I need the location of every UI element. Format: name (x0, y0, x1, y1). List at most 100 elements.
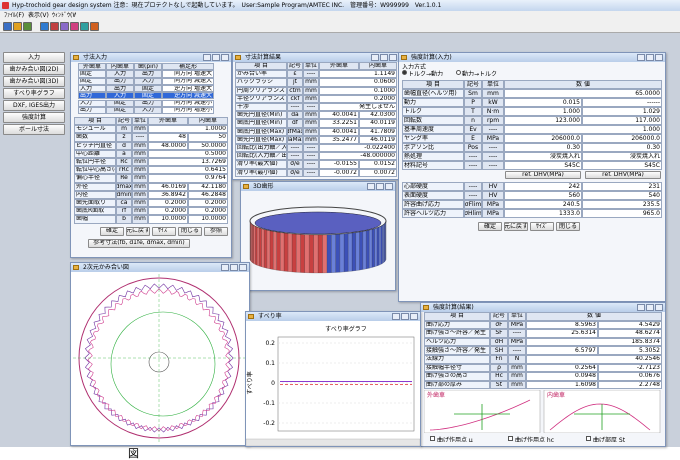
radio-label[interactable]: 動力→トルク (462, 71, 498, 76)
y-tick-label: 0.2 (265, 340, 275, 347)
window-control[interactable] (646, 304, 654, 311)
window-control[interactable] (389, 54, 397, 61)
table-cell: P (464, 98, 482, 107)
window-control[interactable] (385, 183, 393, 190)
ref-button[interactable]: ref. DHV(MPa) (505, 171, 581, 179)
button[interactable]: 参照 (204, 226, 228, 236)
table-cell: MPa (482, 200, 504, 209)
table-cell: ε (287, 70, 303, 79)
y-axis-label: すべり率 (246, 371, 254, 395)
table-cell: 接触幅半径寸 (424, 363, 490, 373)
window-control[interactable] (392, 313, 400, 320)
sidebar-button[interactable]: DXF, IGES出力 (3, 100, 65, 111)
menu-item[interactable]: ｳｨﾝﾄﾞｳ(W) (52, 12, 76, 19)
checkbox[interactable] (430, 436, 435, 441)
table-cell: ---- (303, 144, 319, 153)
table-cell: ---- (482, 143, 504, 152)
scrollbar (246, 438, 420, 446)
table-cell: Fn (490, 355, 508, 364)
window-control[interactable] (239, 264, 247, 271)
table-cell: 123.000 (504, 116, 582, 125)
radio-label[interactable]: トルク→動力 (408, 71, 444, 76)
checkbox[interactable] (508, 436, 513, 441)
table-cell: 外径 (74, 182, 116, 191)
table-cell: ------ (582, 98, 662, 107)
sidebar-button[interactable]: 歯かみ合い図(2D) (3, 64, 65, 75)
checkbox-label[interactable]: 曲げ作用点 hc (515, 437, 555, 442)
ring-tooth (304, 234, 310, 273)
table-cell: ---- (303, 103, 319, 112)
reference-button[interactable]: 参考寸法(fb, d1fe, dmax, dmin) (88, 238, 190, 248)
toolbar-button[interactable] (90, 22, 99, 31)
table-cell: ---- (464, 161, 482, 170)
button[interactable]: 確定 (478, 222, 502, 231)
table-cell: Sm (464, 89, 482, 98)
sidebar-button[interactable]: すべり率グラフ (3, 88, 65, 99)
window-icon (423, 305, 429, 310)
toolbar-button[interactable] (13, 22, 22, 31)
window-control[interactable] (380, 54, 388, 61)
button[interactable]: ｻｲｽﾞ (152, 226, 176, 236)
table-cell: 法線力 (424, 355, 490, 364)
toolbar-button[interactable] (70, 22, 79, 31)
table-cell: 入力 (134, 106, 162, 115)
table-cell: Ev (464, 125, 482, 134)
button[interactable]: 閉じる (178, 226, 202, 236)
window-control[interactable] (655, 304, 663, 311)
checkbox-label[interactable]: 曲げ作用点 μ (437, 437, 473, 442)
button[interactable]: 閉じる (556, 222, 580, 231)
window-control[interactable] (637, 304, 645, 311)
table-cell: 6.5797 (526, 346, 598, 355)
menu-item[interactable]: ﾌｧｲﾙ(F) (4, 12, 25, 19)
sidebar-button[interactable]: ボール寸法 (3, 124, 65, 135)
menu-item[interactable]: 表示(V) (28, 12, 49, 19)
ring-tooth (273, 231, 277, 271)
window-control[interactable] (655, 54, 663, 61)
button[interactable]: 確定 (100, 226, 124, 236)
table-cell: バックラッシ (235, 78, 287, 87)
radio[interactable] (456, 70, 461, 75)
window-control[interactable] (401, 313, 409, 320)
caption: 図 (128, 448, 139, 460)
ring-tooth (326, 234, 332, 273)
button[interactable]: 元に戻す (504, 222, 528, 231)
ring-tooth (384, 222, 386, 263)
checkbox-label[interactable]: 曲げ部厚 St (593, 437, 626, 442)
sidebar-button[interactable]: 入力 (3, 52, 65, 63)
window-control[interactable] (367, 183, 375, 190)
window-control[interactable] (212, 54, 220, 61)
table-cell: 浸炭焼入れ (504, 152, 582, 161)
table-header: 項 目 (402, 80, 464, 89)
toolbar-button[interactable] (40, 22, 49, 31)
button[interactable]: 元に戻す (126, 226, 150, 236)
toolbar-button[interactable] (50, 22, 59, 31)
table-header: 単位 (508, 312, 526, 321)
window-control[interactable] (637, 54, 645, 61)
window-control[interactable] (371, 54, 379, 61)
table-cell: 出力 (78, 106, 106, 115)
table-cell: 41.7809 (359, 127, 397, 136)
window-control[interactable] (230, 264, 238, 271)
toolbar-button[interactable] (60, 22, 69, 31)
table-header: 項 目 (424, 312, 490, 321)
toolbar-button[interactable] (80, 22, 89, 31)
window-control[interactable] (221, 54, 229, 61)
radio[interactable] (402, 70, 407, 75)
table-cell: -0.022400 (319, 144, 397, 153)
sidebar-button[interactable]: 強度計算 (3, 112, 65, 123)
checkbox[interactable] (586, 436, 591, 441)
window-control[interactable] (203, 54, 211, 61)
sidebar-button[interactable]: 歯かみ合い図(3D) (3, 76, 65, 87)
menu-bar (0, 11, 680, 20)
window-control[interactable] (646, 54, 654, 61)
table-cell: 回転比(出力軸／入力軸) (235, 144, 287, 153)
window-control[interactable] (410, 313, 418, 320)
table-cell: 10.0000 (148, 215, 188, 224)
window-control[interactable] (376, 183, 384, 190)
toolbar-button[interactable] (23, 22, 32, 31)
window-control[interactable] (221, 264, 229, 271)
ref-button[interactable]: ref. DHV(MPa) (585, 171, 661, 179)
button[interactable]: ｻｲｽﾞ (530, 222, 554, 231)
toolbar-button[interactable] (3, 22, 12, 31)
